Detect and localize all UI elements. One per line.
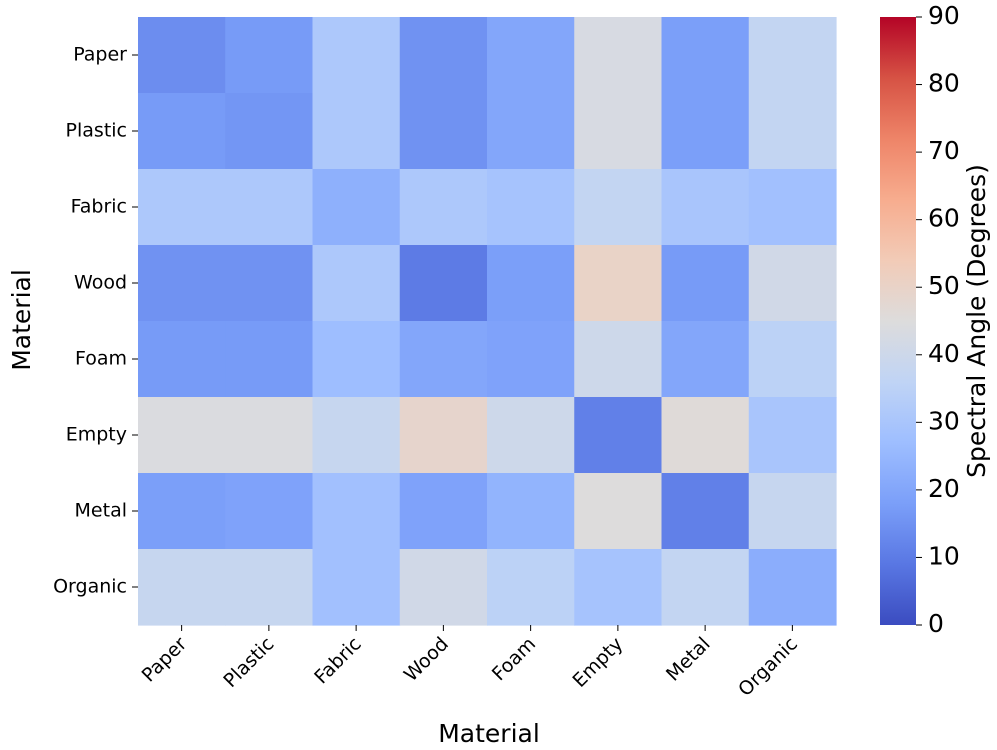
heatmap-cell-foam-metal <box>661 321 750 398</box>
heatmap-cell-fabric-fabric <box>312 169 401 246</box>
x-tick-label-organic: Organic <box>734 633 802 701</box>
heatmap-cell-wood-fabric <box>312 245 401 322</box>
y-tick-label-plastic: Plastic <box>66 120 127 142</box>
y-tick-label-wood: Wood <box>74 272 127 294</box>
colorbar <box>880 17 916 625</box>
heatmap-cell-metal-paper <box>138 473 226 550</box>
colorbar-tick-label: 90 <box>928 1 960 30</box>
heatmap-cell-paper-fabric <box>312 17 401 94</box>
x-tick-label-paper: Paper <box>138 633 192 687</box>
heatmap-cell-organic-foam <box>487 549 575 626</box>
y-axis-label: Material <box>7 269 36 371</box>
heatmap-cell-wood-empty <box>574 245 663 322</box>
colorbar-tick-label: 40 <box>928 339 960 368</box>
colorbar-tick-label: 20 <box>928 474 960 503</box>
heatmap-cell-metal-empty <box>574 473 663 550</box>
heatmap-cell-foam-wood <box>399 321 488 398</box>
colorbar-tick-label: 0 <box>928 609 944 638</box>
x-axis-ticks: Paper Plastic Fabric Wood Foam Empty Metal Orga… <box>138 625 802 701</box>
heatmap-cell-fabric-organic <box>748 169 837 246</box>
y-tick-label-foam: Foam <box>75 348 127 370</box>
heatmap-cell-empty-organic <box>748 397 837 474</box>
heatmap-cell-paper-wood <box>399 17 488 94</box>
colorbar-tick-label: 60 <box>928 204 960 233</box>
heatmap-cell-metal-foam <box>487 473 575 550</box>
heatmap-cell-metal-fabric <box>312 473 401 550</box>
heatmap-cell-plastic-plastic <box>225 93 314 170</box>
heatmap-cell-organic-metal <box>661 549 750 626</box>
x-tick-label-wood: Wood <box>400 633 453 686</box>
heatmap-cell-paper-plastic <box>225 17 314 94</box>
colorbar-tick-label: 30 <box>928 406 960 435</box>
heatmap-cell-organic-wood <box>399 549 488 626</box>
heatmap-cell-foam-foam <box>487 321 575 398</box>
heatmap-cell-empty-paper <box>138 397 226 474</box>
heatmap-cell-organic-paper <box>138 549 226 626</box>
heatmap-cell-plastic-fabric <box>312 93 401 170</box>
x-tick-label-plastic: Plastic <box>219 633 278 692</box>
heatmap-cell-empty-fabric <box>312 397 401 474</box>
x-axis-label: Material <box>438 719 540 748</box>
heatmap-cell-plastic-empty <box>574 93 663 170</box>
heatmap-cell-foam-organic <box>748 321 837 398</box>
heatmap-cell-paper-paper <box>138 17 226 94</box>
x-tick-label-fabric: Fabric <box>310 633 365 688</box>
heatmap-cell-foam-plastic <box>225 321 314 398</box>
y-tick-label-empty: Empty <box>66 424 127 446</box>
y-tick-label-paper: Paper <box>73 44 127 66</box>
x-tick-label-empty: Empty <box>569 633 628 692</box>
heatmap-cell-metal-wood <box>399 473 488 550</box>
heatmap-cell-metal-organic <box>748 473 837 550</box>
heatmap-cell-metal-plastic <box>225 473 314 550</box>
heatmap-cell-paper-metal <box>661 17 750 94</box>
heatmap-cell-wood-plastic <box>225 245 314 322</box>
x-tick-label-foam: Foam <box>488 633 540 685</box>
heatmap-cell-plastic-organic <box>748 93 837 170</box>
heatmap-cell-empty-metal <box>661 397 750 474</box>
heatmap-cell-foam-empty <box>574 321 663 398</box>
heatmap-cell-foam-paper <box>138 321 226 398</box>
colorbar-tick-label: 10 <box>928 541 960 570</box>
heatmap-cell-empty-empty <box>574 397 663 474</box>
heatmap-cell-empty-foam <box>487 397 575 474</box>
heatmap-cell-wood-foam <box>487 245 575 322</box>
heatmap-cell-organic-plastic <box>225 549 314 626</box>
heatmap-cell-paper-empty <box>574 17 663 94</box>
heatmap-cell-empty-plastic <box>225 397 314 474</box>
heatmap-cell-organic-organic <box>748 549 837 626</box>
heatmap-cell-foam-fabric <box>312 321 401 398</box>
colorbar-ticks: 0 10 20 30 40 50 60 70 80 90 <box>916 1 960 638</box>
colorbar-tick-label: 50 <box>928 271 960 300</box>
heatmap-cell-empty-wood <box>399 397 488 474</box>
heatmap-cell-wood-metal <box>661 245 750 322</box>
heatmap-cell-plastic-paper <box>138 93 226 170</box>
y-tick-label-metal: Metal <box>75 500 127 522</box>
heatmap-cells <box>138 17 837 626</box>
x-tick-label-metal: Metal <box>662 633 715 686</box>
heatmap-cell-fabric-foam <box>487 169 575 246</box>
colorbar-tick-label: 70 <box>928 136 960 165</box>
heatmap-cell-wood-wood <box>399 245 488 322</box>
heatmap-cell-metal-metal <box>661 473 750 550</box>
heatmap-cell-fabric-paper <box>138 169 226 246</box>
heatmap-cell-fabric-plastic <box>225 169 314 246</box>
heatmap-cell-plastic-foam <box>487 93 575 170</box>
colorbar-label: Spectral Angle (Degrees) <box>962 164 991 478</box>
heatmap-cell-wood-organic <box>748 245 837 322</box>
heatmap-cell-organic-empty <box>574 549 663 626</box>
heatmap-cell-wood-paper <box>138 245 226 322</box>
heatmap-cell-plastic-wood <box>399 93 488 170</box>
heatmap-cell-paper-organic <box>748 17 837 94</box>
heatmap-cell-fabric-metal <box>661 169 750 246</box>
y-tick-label-organic: Organic <box>53 576 127 598</box>
heatmap-cell-plastic-metal <box>661 93 750 170</box>
heatmap-cell-paper-foam <box>487 17 575 94</box>
y-axis-ticks: Paper Plastic Fabric Wood Foam Empty Metal Orga… <box>53 44 138 598</box>
heatmap-cell-fabric-empty <box>574 169 663 246</box>
colorbar-tick-label: 80 <box>928 69 960 98</box>
y-tick-label-fabric: Fabric <box>71 196 127 218</box>
heatmap-cell-organic-fabric <box>312 549 401 626</box>
heatmap-cell-fabric-wood <box>399 169 488 246</box>
